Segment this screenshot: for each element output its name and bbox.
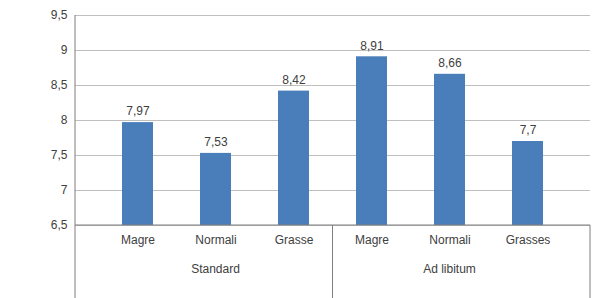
svg-text:8,5: 8,5 (51, 78, 68, 92)
svg-text:8: 8 (61, 113, 68, 127)
svg-text:8,66: 8,66 (438, 56, 462, 70)
svg-text:Normali: Normali (429, 233, 470, 247)
svg-text:9,5: 9,5 (51, 8, 68, 22)
svg-text:7,5: 7,5 (51, 148, 68, 162)
svg-text:Grasses: Grasses (506, 233, 551, 247)
svg-text:Magre: Magre (121, 233, 155, 247)
svg-text:Ad libitum: Ad libitum (423, 262, 476, 276)
svg-text:Grasse: Grasse (275, 233, 314, 247)
svg-text:Normali: Normali (195, 233, 236, 247)
svg-text:7,53: 7,53 (204, 135, 228, 149)
svg-text:7: 7 (61, 183, 68, 197)
svg-text:Standard: Standard (191, 262, 240, 276)
svg-text:9: 9 (61, 43, 68, 57)
svg-text:Magre: Magre (355, 233, 389, 247)
svg-text:7,7: 7,7 (520, 123, 537, 137)
svg-text:8,42: 8,42 (282, 73, 306, 87)
svg-text:8,91: 8,91 (360, 39, 384, 53)
svg-text:6,5: 6,5 (51, 218, 68, 232)
svg-text:7,97: 7,97 (126, 104, 150, 118)
